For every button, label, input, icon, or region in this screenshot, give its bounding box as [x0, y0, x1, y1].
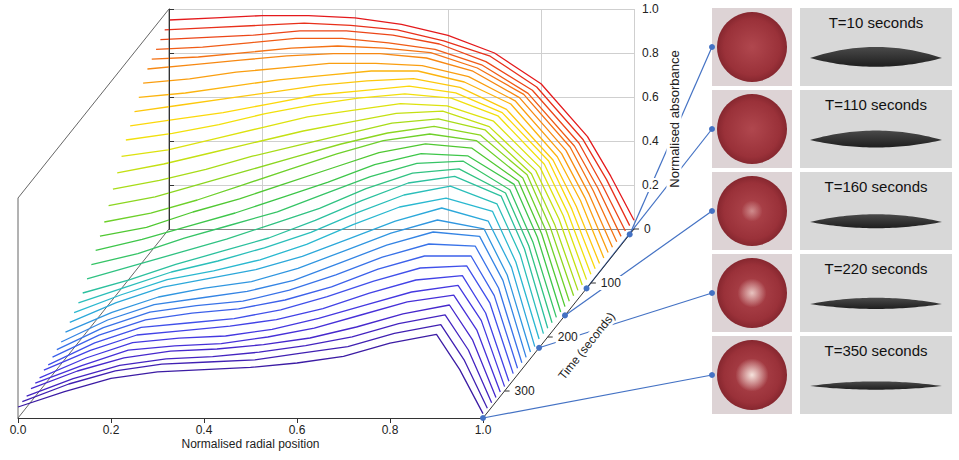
svg-text:T=350 seconds: T=350 seconds [825, 342, 928, 359]
svg-text:0.6: 0.6 [642, 90, 659, 104]
svg-text:0.2: 0.2 [103, 423, 120, 437]
svg-text:100: 100 [601, 276, 621, 290]
svg-text:0.4: 0.4 [642, 134, 659, 148]
svg-text:0.0: 0.0 [10, 423, 27, 437]
svg-text:Normalised absorbance: Normalised absorbance [667, 50, 682, 187]
svg-text:300: 300 [515, 384, 535, 398]
svg-text:T=10 seconds: T=10 seconds [829, 14, 924, 31]
svg-text:0.8: 0.8 [642, 46, 659, 60]
svg-text:0.8: 0.8 [382, 423, 399, 437]
svg-text:0.4: 0.4 [196, 423, 213, 437]
svg-text:Time (seconds): Time (seconds) [556, 310, 618, 383]
svg-text:200: 200 [558, 330, 578, 344]
svg-text:0.2: 0.2 [642, 178, 659, 192]
svg-text:T=110 seconds: T=110 seconds [825, 96, 927, 113]
svg-text:1.0: 1.0 [475, 423, 492, 437]
svg-text:0.6: 0.6 [289, 423, 306, 437]
svg-text:T=220 seconds: T=220 seconds [825, 260, 928, 277]
svg-text:Normalised radial position: Normalised radial position [181, 437, 319, 451]
svg-text:0: 0 [644, 222, 651, 236]
svg-text:1.0: 1.0 [642, 2, 659, 16]
svg-text:T=160 seconds: T=160 seconds [825, 178, 928, 195]
